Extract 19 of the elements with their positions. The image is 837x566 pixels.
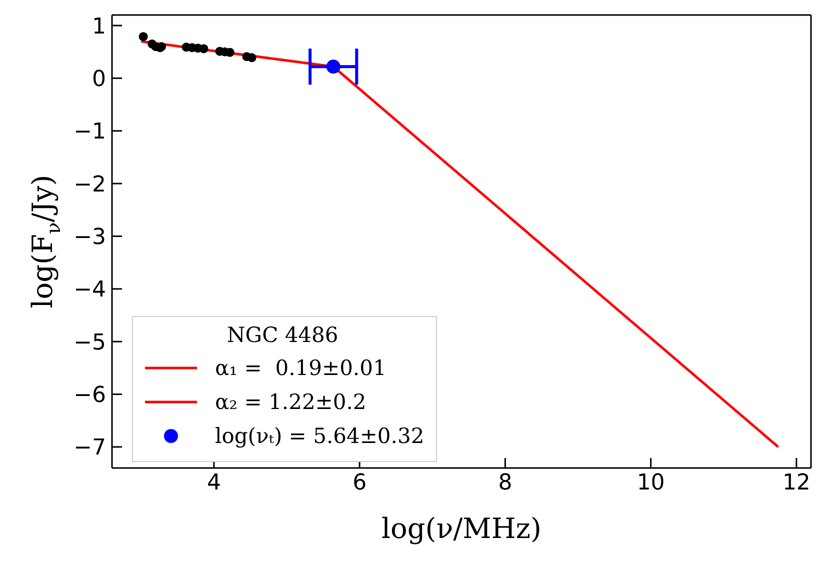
y-tick-label: −2 [74,172,106,198]
legend-title: NGC 4486 [226,323,340,347]
x-axis-title: log(ν/MHz) [382,512,542,545]
y-tick-label: −7 [74,436,106,461]
x-tick-label: 6 [352,470,367,496]
x-tick-label: 12 [782,470,810,496]
legend-label: log(νₜ) = 5.64±0.32 [215,424,424,448]
legend-label: α₁ = 0.19±0.01 [215,356,386,380]
x-tick-label: 4 [206,470,221,496]
y-tick-label: −4 [74,278,106,303]
legend-label: α₂ = 1.22±0.2 [215,390,366,414]
y-tick-label: −6 [74,383,106,408]
y-tick-label: −3 [74,225,106,250]
x-tick-label: 8 [498,470,512,496]
y-tick-label: −1 [74,120,106,145]
x-tick-label: 10 [636,470,665,496]
y-tick-label: 1 [92,14,106,40]
y-tick-label: −5 [74,330,106,356]
y-tick-label: 0 [92,67,106,92]
